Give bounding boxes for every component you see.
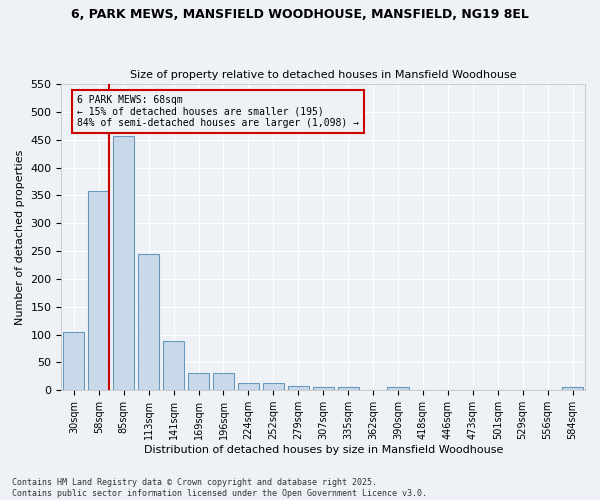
Bar bbox=[238, 383, 259, 390]
Bar bbox=[562, 388, 583, 390]
Bar bbox=[63, 332, 85, 390]
Bar bbox=[113, 136, 134, 390]
Text: Contains HM Land Registry data © Crown copyright and database right 2025.
Contai: Contains HM Land Registry data © Crown c… bbox=[12, 478, 427, 498]
Bar bbox=[287, 386, 309, 390]
Bar bbox=[138, 254, 159, 390]
Text: 6 PARK MEWS: 68sqm
← 15% of detached houses are smaller (195)
84% of semi-detach: 6 PARK MEWS: 68sqm ← 15% of detached hou… bbox=[77, 95, 359, 128]
Bar bbox=[88, 192, 109, 390]
Bar bbox=[213, 373, 234, 390]
Bar bbox=[388, 388, 409, 390]
Title: Size of property relative to detached houses in Mansfield Woodhouse: Size of property relative to detached ho… bbox=[130, 70, 517, 81]
Bar bbox=[188, 373, 209, 390]
X-axis label: Distribution of detached houses by size in Mansfield Woodhouse: Distribution of detached houses by size … bbox=[143, 445, 503, 455]
Bar bbox=[313, 388, 334, 390]
Bar bbox=[338, 388, 359, 390]
Y-axis label: Number of detached properties: Number of detached properties bbox=[15, 150, 25, 325]
Bar bbox=[263, 383, 284, 390]
Text: 6, PARK MEWS, MANSFIELD WOODHOUSE, MANSFIELD, NG19 8EL: 6, PARK MEWS, MANSFIELD WOODHOUSE, MANSF… bbox=[71, 8, 529, 20]
Bar bbox=[163, 341, 184, 390]
